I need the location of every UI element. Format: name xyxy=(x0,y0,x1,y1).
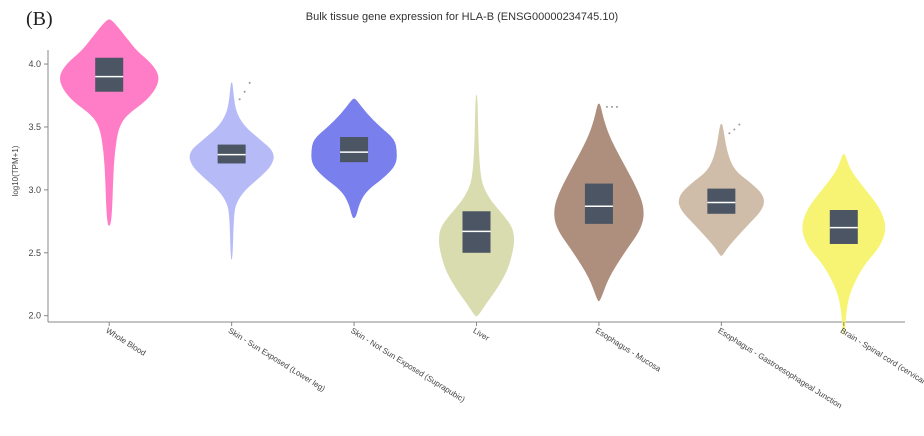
outlier-point xyxy=(733,128,736,131)
y-tick-label: 2.0 xyxy=(28,311,41,321)
category-label: Skin - Sun Exposed (Lower leg) xyxy=(227,326,327,393)
outlier-point xyxy=(248,81,251,84)
y-tick-label: 3.5 xyxy=(28,122,41,132)
y-tick-label: 4.0 xyxy=(28,59,41,69)
category-label: Liver xyxy=(471,326,491,343)
outlier-point xyxy=(238,98,241,101)
violin-6 xyxy=(802,154,886,336)
category-label: Esophagus - Mucosa xyxy=(594,326,663,374)
outlier-point xyxy=(610,105,613,108)
category-label: Brain - Spinal cord (cervical c-1) xyxy=(839,326,924,394)
outlier-point xyxy=(615,105,618,108)
y-tick-label: 2.5 xyxy=(28,248,41,258)
chart-title: Bulk tissue gene expression for HLA-B (E… xyxy=(305,11,619,23)
box-2 xyxy=(340,137,369,163)
y-axis-label: log10(TPM+1) xyxy=(11,145,20,196)
outlier-point xyxy=(728,132,731,135)
violin-0 xyxy=(60,19,159,226)
violin-1 xyxy=(189,82,274,260)
outlier-point xyxy=(605,105,608,108)
box-5 xyxy=(707,188,736,214)
violin-3 xyxy=(438,95,515,317)
box-0 xyxy=(95,57,124,92)
outlier-point xyxy=(243,90,246,93)
outlier-point xyxy=(738,123,741,126)
box-4 xyxy=(584,183,613,224)
y-tick-label: 3.0 xyxy=(28,185,41,195)
panel-label: (B) xyxy=(26,8,53,30)
category-label: Esophagus - Gastroesophageal Junction xyxy=(716,326,843,410)
category-label: Skin - Not Sun Exposed (Suprapubic) xyxy=(349,326,467,404)
category-label: Whole Blood xyxy=(104,326,147,358)
